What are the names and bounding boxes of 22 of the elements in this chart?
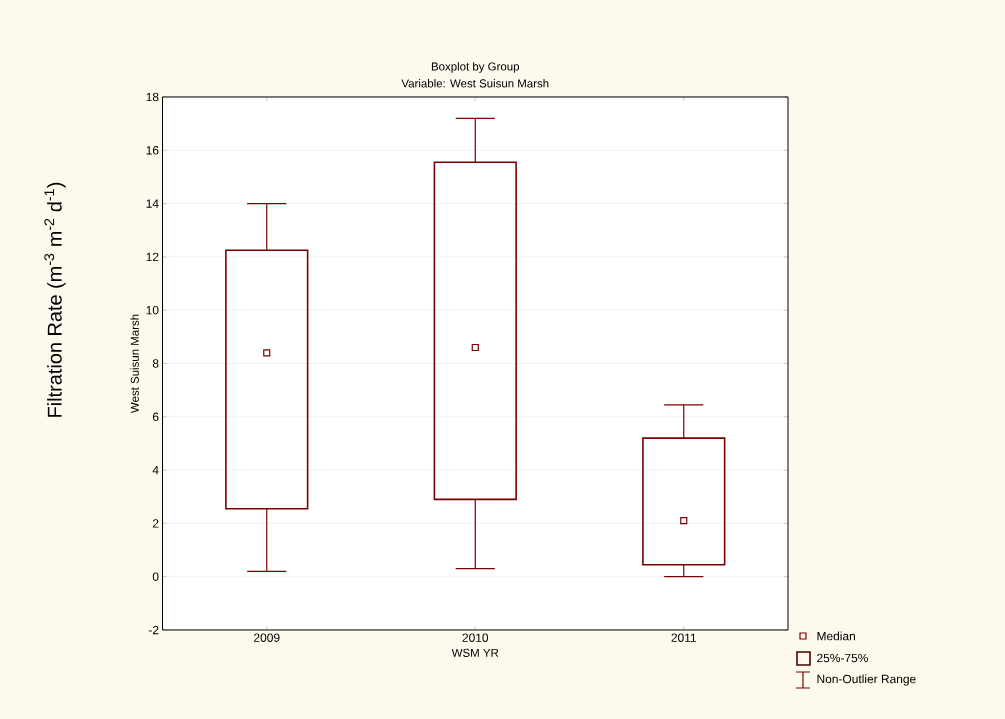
y-tick-label: 8 xyxy=(152,359,159,368)
x-tick-label: 2011 xyxy=(671,633,697,642)
text: Non-Outlier Range xyxy=(817,674,916,686)
y-tick-label: 0 xyxy=(152,572,159,581)
y-tick-label: 10 xyxy=(146,305,159,315)
y-tick-label: 18 xyxy=(146,92,159,102)
y-tick-label: -2 xyxy=(148,625,159,635)
y-tick-label: 16 xyxy=(146,146,159,155)
chart-subtitle: Variable: West Suisun Marsh xyxy=(401,79,549,88)
x-tick-label: 2010 xyxy=(462,633,489,642)
x-axis-title: WSM YR xyxy=(451,648,499,657)
y-tick-label: 2 xyxy=(152,519,159,528)
chart-title: Boxplot by Group xyxy=(431,62,520,73)
text: Filtration Rate (m$^{-3}$ m$^{-2}$ d$^{-1}$) xyxy=(44,182,66,417)
y-tick-label: 4 xyxy=(152,465,159,475)
text: 25%-75% xyxy=(817,653,868,663)
y-tick-label: 12 xyxy=(146,252,159,262)
y-axis-title: West Suisun Marsh xyxy=(130,314,139,413)
y-tick-label: 6 xyxy=(152,412,159,422)
x-tick-label: 2009 xyxy=(254,633,280,642)
text: Median xyxy=(817,631,855,641)
y-tick-label: 14 xyxy=(146,199,159,208)
